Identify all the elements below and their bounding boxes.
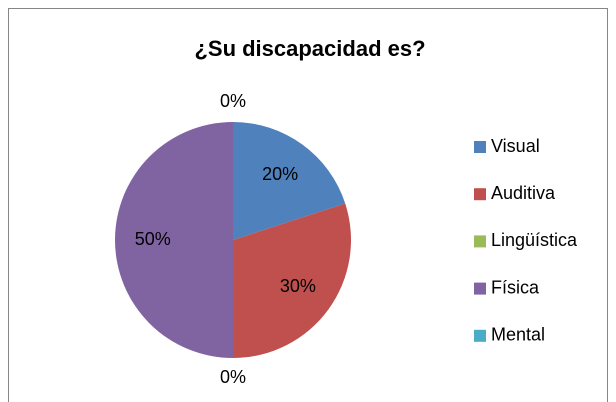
legend-swatch — [474, 329, 486, 342]
legend-label: Mental — [491, 325, 545, 345]
legend-label: Visual — [491, 136, 540, 156]
legend-label: Auditiva — [491, 183, 556, 203]
pie-slice — [115, 122, 233, 358]
legend-swatch — [474, 282, 486, 295]
data-label: 30% — [280, 276, 316, 296]
data-label: 20% — [262, 164, 298, 184]
data-label: 50% — [135, 229, 171, 249]
pie-slice — [233, 203, 351, 358]
legend-label: Lingüística — [491, 230, 578, 250]
pie-slice — [233, 122, 346, 240]
chart-title: ¿Su discapacidad es? — [194, 36, 425, 61]
legend-label: Física — [491, 277, 540, 297]
data-label: 0% — [220, 367, 246, 387]
data-label: 0% — [220, 91, 246, 111]
legend-swatch — [474, 188, 486, 201]
legend-swatch — [474, 235, 486, 248]
legend-swatch — [474, 141, 486, 153]
